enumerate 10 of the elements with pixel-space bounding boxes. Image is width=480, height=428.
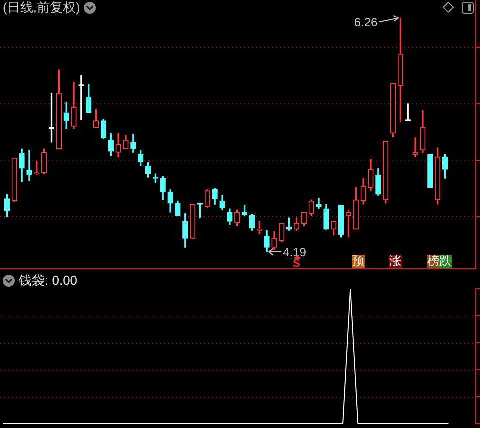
annotation: 6.26 xyxy=(354,15,378,30)
chart-title: 钱袋: 0.00 xyxy=(19,273,78,288)
annotation: S xyxy=(293,258,300,270)
annotation: 榜 xyxy=(427,254,440,268)
chart-title: (日线,前复权) xyxy=(3,0,80,15)
candlestick xyxy=(26,150,32,182)
annotation: 预 xyxy=(352,254,365,268)
annotation: 涨 xyxy=(389,254,402,268)
annotation: 4.19 xyxy=(283,245,307,260)
annotation: 跌 xyxy=(439,254,452,268)
